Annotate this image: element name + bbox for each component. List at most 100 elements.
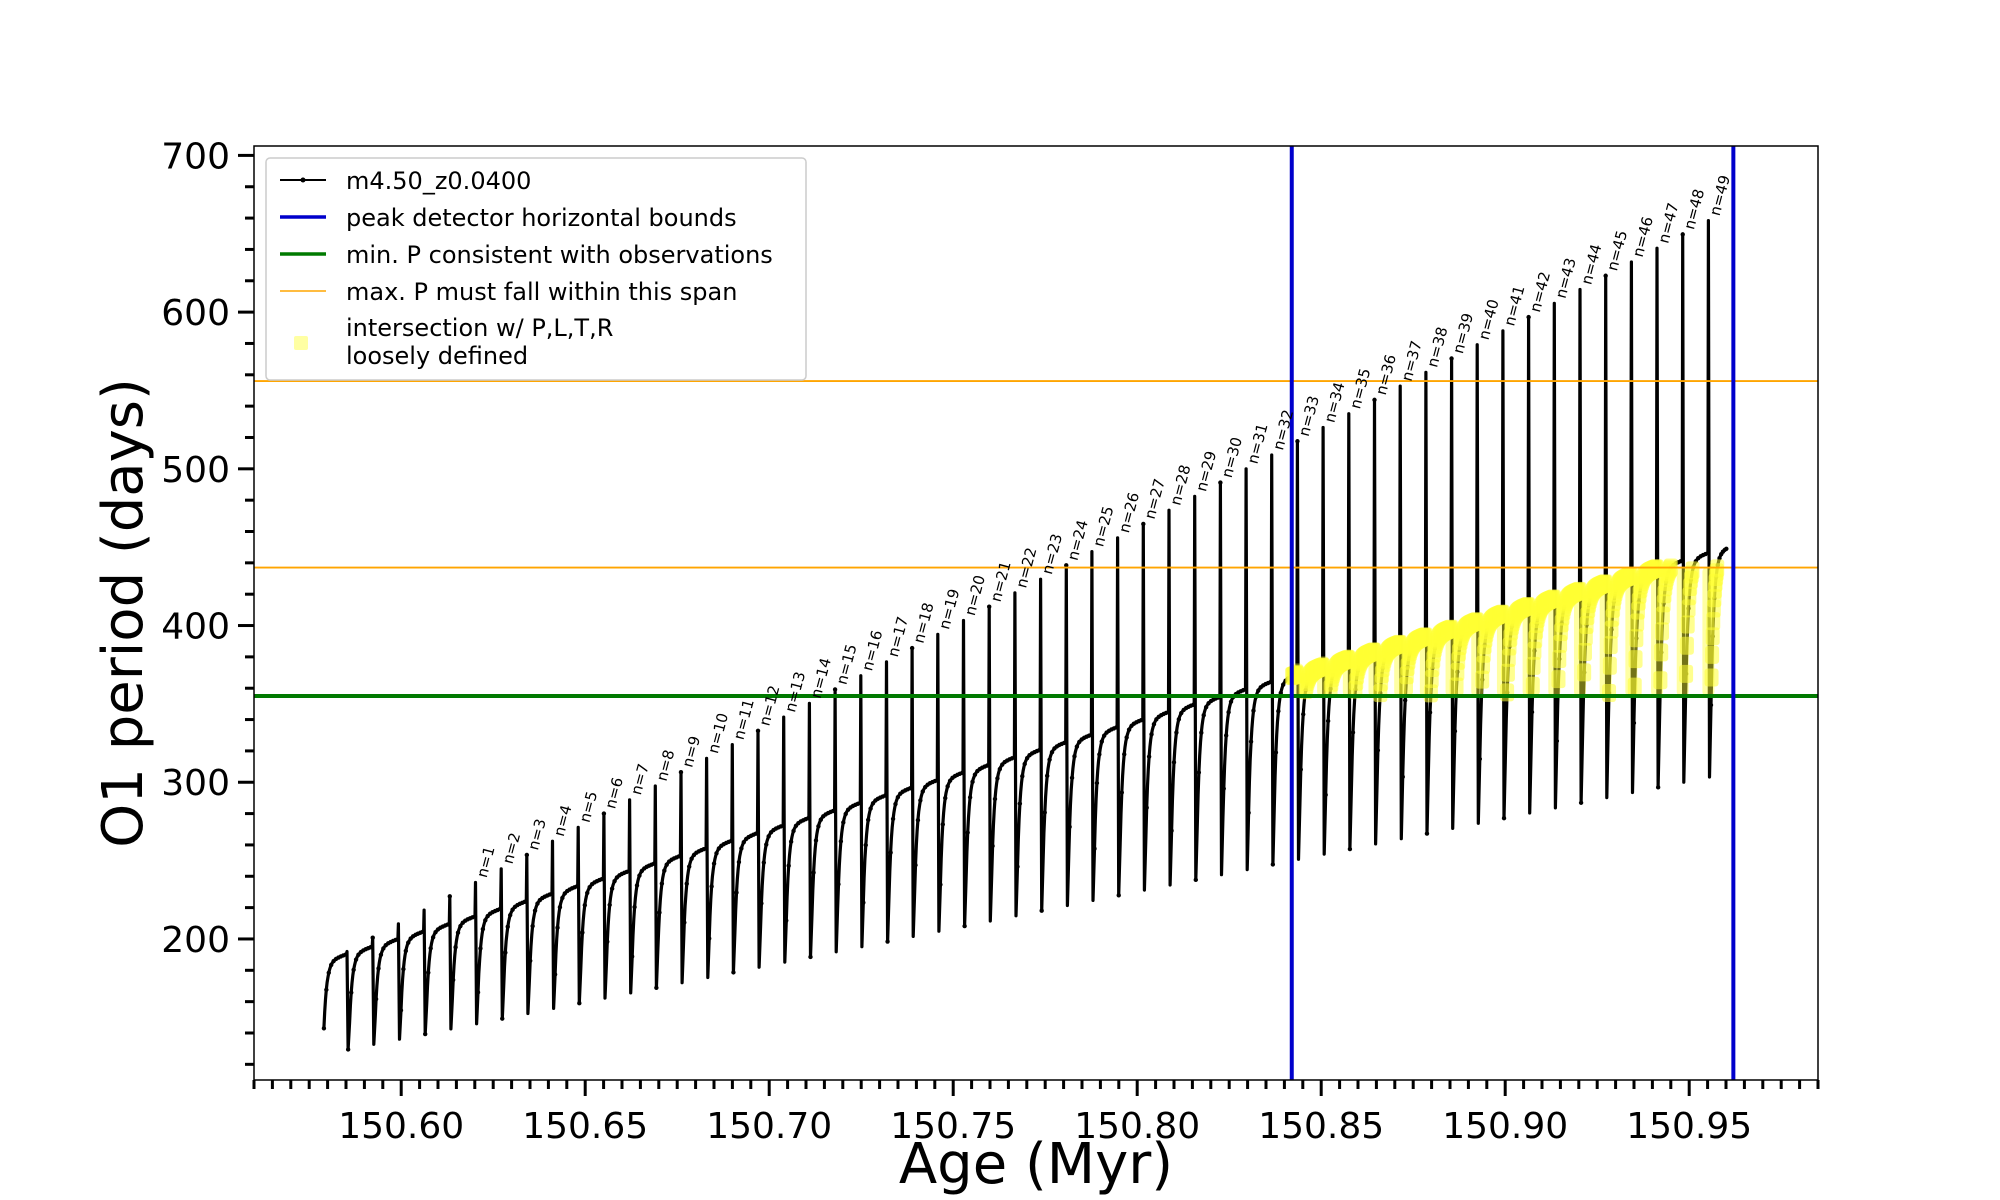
series-point bbox=[984, 763, 990, 768]
intersection-marker bbox=[1573, 586, 1586, 697]
series-point bbox=[664, 862, 669, 867]
series-point bbox=[662, 868, 667, 873]
series-point bbox=[805, 816, 811, 821]
series-point bbox=[1631, 720, 1637, 726]
series-point bbox=[1298, 767, 1304, 772]
peak-label: n=30 bbox=[1218, 435, 1246, 479]
peak-label: n=15 bbox=[833, 642, 861, 686]
series-point bbox=[500, 1016, 505, 1021]
series-point bbox=[503, 950, 508, 955]
series-point bbox=[637, 873, 642, 878]
intersection-marker bbox=[1548, 593, 1561, 697]
series-point bbox=[1350, 730, 1356, 735]
series-point bbox=[1554, 738, 1560, 744]
series-point bbox=[423, 1031, 428, 1037]
series-point bbox=[766, 834, 771, 839]
series-point bbox=[428, 946, 433, 951]
legend-frame bbox=[265, 157, 807, 381]
series-point bbox=[395, 936, 401, 942]
series-point bbox=[406, 940, 411, 945]
series-point bbox=[654, 985, 659, 990]
series-point bbox=[1402, 698, 1408, 703]
series-point bbox=[557, 905, 563, 910]
series-point bbox=[1124, 735, 1129, 740]
series-point bbox=[1042, 810, 1047, 815]
series-point bbox=[1017, 801, 1023, 806]
intersection-marker bbox=[1500, 663, 1515, 682]
series-point bbox=[990, 843, 995, 849]
series-point bbox=[1705, 550, 1711, 556]
plot-area bbox=[254, 146, 1818, 1080]
series-point bbox=[528, 958, 533, 963]
series-point bbox=[1047, 757, 1052, 762]
series-point bbox=[684, 881, 689, 886]
y-tick-label: 300 bbox=[161, 763, 230, 804]
intersection-marker bbox=[1551, 670, 1566, 689]
series-point bbox=[907, 786, 913, 791]
series-point bbox=[582, 902, 588, 908]
intersection-marker bbox=[1317, 656, 1330, 697]
series-point bbox=[659, 881, 665, 886]
intersection-marker bbox=[1291, 663, 1304, 697]
series-point bbox=[1166, 709, 1171, 715]
series-point bbox=[830, 808, 836, 814]
series-point bbox=[1251, 708, 1256, 713]
intersection-marker bbox=[1577, 643, 1592, 662]
intersection-marker bbox=[1394, 635, 1407, 697]
x-tick-label: 150.80 bbox=[1074, 1106, 1200, 1147]
series-point bbox=[1024, 755, 1030, 761]
intersection-marker bbox=[1679, 664, 1694, 683]
series-point bbox=[1119, 790, 1125, 795]
x-tick-label: 150.85 bbox=[1258, 1106, 1384, 1147]
series-point bbox=[1526, 314, 1531, 320]
intersection-marker bbox=[1525, 676, 1540, 695]
series-point bbox=[728, 838, 734, 844]
peak-label: n=19 bbox=[935, 587, 963, 631]
series-point bbox=[497, 906, 503, 912]
peak-label: n=45 bbox=[1603, 228, 1631, 272]
series-point bbox=[1477, 756, 1483, 762]
peak-label: n=36 bbox=[1372, 353, 1400, 397]
series-point bbox=[1199, 730, 1204, 735]
series-point bbox=[1724, 546, 1729, 552]
y-tick-label: 600 bbox=[161, 293, 230, 334]
series-point bbox=[1044, 773, 1050, 779]
peak-label: n=12 bbox=[755, 683, 783, 727]
series-point bbox=[935, 777, 940, 783]
series-point bbox=[1012, 755, 1017, 760]
peak-label: n=28 bbox=[1166, 463, 1194, 507]
series-point bbox=[1680, 232, 1685, 237]
y-tick-label: 400 bbox=[161, 607, 230, 648]
intersection-marker bbox=[1445, 621, 1458, 697]
series-point bbox=[353, 957, 359, 962]
series-point bbox=[574, 884, 580, 889]
series-point bbox=[838, 839, 844, 844]
series-point bbox=[1273, 750, 1279, 755]
x-tick-label: 150.90 bbox=[1442, 1106, 1568, 1147]
series-point bbox=[1144, 805, 1149, 810]
series-point bbox=[345, 1047, 351, 1052]
series-point bbox=[761, 860, 767, 865]
peak-label: n=34 bbox=[1321, 380, 1349, 424]
peak-label: n=27 bbox=[1141, 477, 1169, 521]
series-point bbox=[1094, 780, 1100, 786]
series-point bbox=[764, 842, 769, 847]
peak-label: n=44 bbox=[1577, 242, 1605, 286]
series-point bbox=[753, 831, 759, 836]
series-point bbox=[918, 798, 923, 803]
intersection-marker bbox=[1704, 668, 1719, 687]
legend-entry-min-p: min. P consistent with observations bbox=[280, 241, 773, 269]
series-point bbox=[1141, 521, 1146, 527]
series-point bbox=[370, 935, 375, 940]
series-point bbox=[1270, 862, 1276, 867]
intersection-marker bbox=[1471, 614, 1484, 697]
series-point bbox=[1325, 718, 1331, 724]
intersection-marker bbox=[1679, 636, 1694, 655]
series-point bbox=[784, 918, 789, 923]
intersection-marker bbox=[1676, 567, 1689, 697]
series-point bbox=[447, 894, 452, 899]
series-point bbox=[1193, 877, 1198, 883]
series-point bbox=[1203, 704, 1209, 710]
series-point bbox=[967, 795, 973, 800]
